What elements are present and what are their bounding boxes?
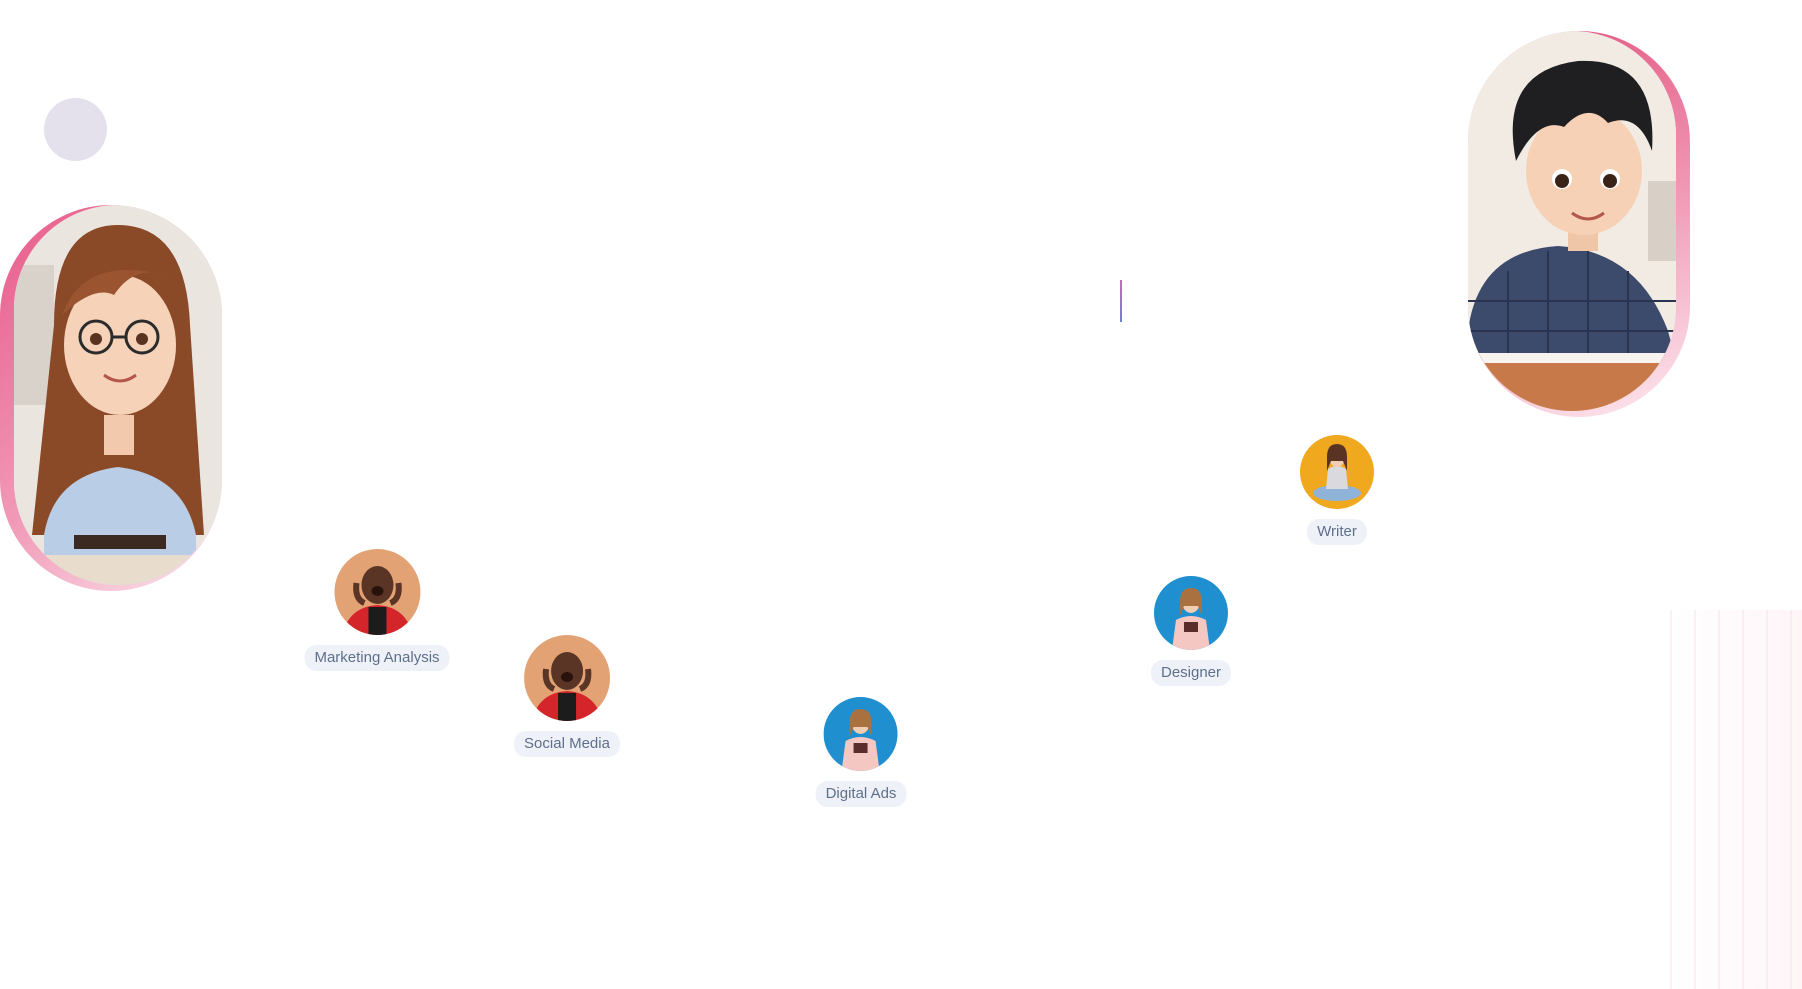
woman-with-book-avatar-icon [824, 697, 898, 771]
portrait-left [0, 205, 222, 591]
shouting-man-avatar-icon [523, 635, 610, 721]
sitting-woman-avatar-icon [1300, 435, 1374, 509]
role-digital-ads: Digital Ads [815, 697, 907, 807]
role-label: Writer [1307, 519, 1367, 545]
decorative-fade [1670, 610, 1802, 989]
woman-with-book-avatar-icon [1154, 576, 1228, 650]
role-writer: Writer [1300, 435, 1374, 545]
text-cursor [1120, 280, 1122, 322]
decorative-circle [44, 98, 107, 161]
role-label: Designer [1150, 660, 1232, 686]
cartoon-girl-with-glasses-portrait-icon [14, 205, 222, 585]
cartoon-boy-at-desk-portrait-icon [1468, 31, 1676, 411]
role-social-media: Social Media [514, 635, 620, 757]
role-label: Social Media [514, 731, 620, 757]
role-label: Marketing Analysis [304, 645, 450, 671]
role-label: Digital Ads [815, 781, 907, 807]
role-marketing-analysis: Marketing Analysis [304, 549, 450, 671]
shouting-man-avatar-icon [334, 549, 420, 635]
portrait-right [1468, 31, 1690, 417]
role-designer: Designer [1150, 576, 1232, 686]
